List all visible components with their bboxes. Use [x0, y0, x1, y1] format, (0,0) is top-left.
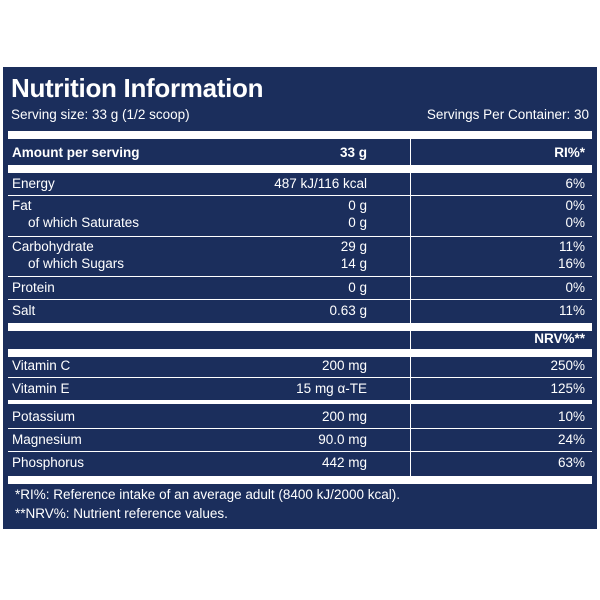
row-divider [8, 299, 592, 300]
row-amount: 0 g [348, 280, 367, 295]
row-name: Vitamin C [12, 358, 71, 373]
row-pct: 24% [557, 432, 585, 447]
column-divider [410, 139, 411, 323]
row-name: Magnesium [12, 432, 82, 447]
row-pct: 11% [558, 303, 585, 318]
row-divider [8, 276, 592, 277]
table-row: Salt 0.63 g 11% [3, 302, 597, 320]
table-row: Protein 0 g 0% [3, 279, 597, 297]
row-amount: 90.0 mg [318, 432, 367, 447]
row-amount: 0 g [348, 215, 367, 230]
row-name: Vitamin E [12, 381, 70, 396]
footnote-nrv: **NRV%: Nutrient reference values. [15, 506, 228, 521]
row-amount: 14 g [340, 256, 367, 271]
header-row: Amount per serving 33 g RI%* [3, 144, 597, 162]
row-divider [8, 377, 592, 378]
table-row: of which Sugars 14 g 16% [3, 255, 597, 273]
table-row: Fat 0 g 0% [3, 197, 597, 215]
row-pct: 125% [550, 381, 585, 396]
row-pct: 0% [565, 280, 585, 295]
column-divider [410, 331, 411, 477]
thick-divider [8, 400, 592, 404]
table-row: of which Saturates 0 g 0% [3, 214, 597, 232]
row-pct: 16% [557, 256, 585, 271]
nrv-header: NRV%** [534, 331, 585, 346]
nutrition-panel: Nutrition Information Serving size: 33 g… [3, 67, 597, 529]
row-name: Phosphorus [12, 455, 85, 470]
row-name: Protein [12, 280, 55, 295]
row-amount: 0.63 g [329, 303, 367, 318]
table-row: Energy 487 kJ/116 kcal 6% [3, 175, 597, 193]
row-divider [8, 236, 592, 237]
row-amount: 15 mg α-TE [296, 381, 367, 396]
row-pct: 63% [557, 455, 585, 470]
row-name: of which Sugars [28, 256, 125, 271]
table-row: Vitamin C 200 mg 250% [3, 357, 597, 375]
row-pct: 6% [565, 176, 585, 191]
row-divider [8, 451, 592, 452]
row-name: Salt [12, 303, 36, 318]
row-pct: 0% [565, 215, 585, 230]
header-label: Amount per serving [12, 145, 140, 160]
row-name: Fat [12, 198, 32, 213]
thick-divider [8, 165, 592, 173]
serving-size: Serving size: 33 g (1/2 scoop) [11, 107, 190, 122]
table-row: Vitamin E 15 mg α-TE 125% [3, 380, 597, 398]
header-amount: 33 g [339, 145, 367, 160]
row-amount: 200 mg [321, 409, 367, 424]
row-amount: 442 mg [321, 455, 367, 470]
table-row: Carbohydrate 29 g 11% [3, 238, 597, 256]
row-name: of which Saturates [28, 215, 140, 230]
header-ri: RI%* [554, 145, 585, 160]
thick-divider [8, 131, 592, 139]
row-name: Potassium [12, 409, 76, 424]
row-amount: 0 g [348, 198, 367, 213]
row-divider [8, 195, 592, 196]
row-pct: 10% [557, 409, 585, 424]
row-amount: 29 g [340, 239, 367, 254]
table-row: Phosphorus 442 mg 63% [3, 454, 597, 472]
table-row: Magnesium 90.0 mg 24% [3, 431, 597, 449]
nrv-header-row: NRV%** [3, 330, 597, 348]
thick-divider [8, 476, 592, 484]
row-pct: 11% [558, 239, 585, 254]
row-divider [8, 428, 592, 429]
thick-divider [8, 323, 592, 331]
servings-per-container: Servings Per Container: 30 [426, 107, 589, 122]
row-name: Energy [12, 176, 55, 191]
row-pct: 250% [550, 358, 585, 373]
row-amount: 200 mg [321, 358, 367, 373]
footnote-ri: *RI%: Reference intake of an average adu… [15, 487, 400, 502]
table-row: Potassium 200 mg 10% [3, 408, 597, 426]
row-amount: 487 kJ/116 kcal [274, 176, 367, 191]
row-name: Carbohydrate [12, 239, 94, 254]
row-pct: 0% [565, 198, 585, 213]
panel-title: Nutrition Information [11, 73, 264, 103]
thick-divider [8, 349, 592, 357]
